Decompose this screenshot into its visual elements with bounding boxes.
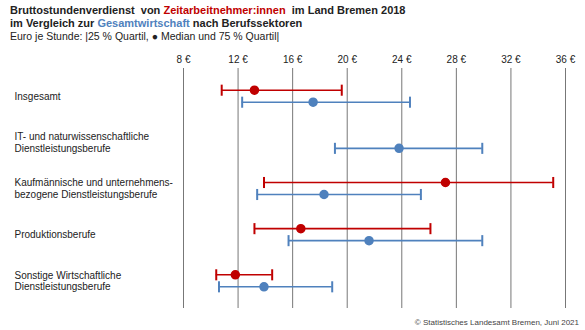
html-text:im Vergleich zur Gesamtwirtsch: im Vergleich zur Gesamtwirtschaft nach B…	[10, 17, 303, 29]
svg-text:Sonstige WirtschaftlicheDienst: Sonstige WirtschaftlicheDienstleistungsb…	[15, 270, 122, 293]
svg-text:8 €: 8 €	[177, 54, 191, 65]
svg-text:20 €: 20 €	[337, 54, 357, 65]
html-text:Euro je Stunde: |25 % Quartil,: Euro je Stunde: |25 % Quartil, ● Median …	[10, 30, 280, 42]
html-text:© Statistisches Landesamt Brem: © Statistisches Landesamt Bremen, Juni 2…	[414, 318, 579, 327]
svg-text:IT- und naturwissenschaftliche: IT- und naturwissenschaftlicheDienstleis…	[15, 131, 150, 154]
svg-text:Insgesamt: Insgesamt	[15, 91, 61, 102]
svg-text:16 €: 16 €	[283, 54, 303, 65]
svg-text:28 €: 28 €	[447, 54, 467, 65]
svg-text:Kaufmännische und unternehmens: Kaufmännische und unternehmens-bezogene …	[15, 177, 173, 200]
html-text:Bruttostundenverdienst von Zei: Bruttostundenverdienst von Zeitarbeitneh…	[10, 4, 406, 16]
svg-text:24 €: 24 €	[392, 54, 412, 65]
svg-text:Produktionsberufe: Produktionsberufe	[15, 229, 97, 240]
svg-text:12 €: 12 €	[228, 54, 248, 65]
svg-text:32 €: 32 €	[501, 54, 521, 65]
svg-text:36 €: 36 €	[556, 54, 576, 65]
